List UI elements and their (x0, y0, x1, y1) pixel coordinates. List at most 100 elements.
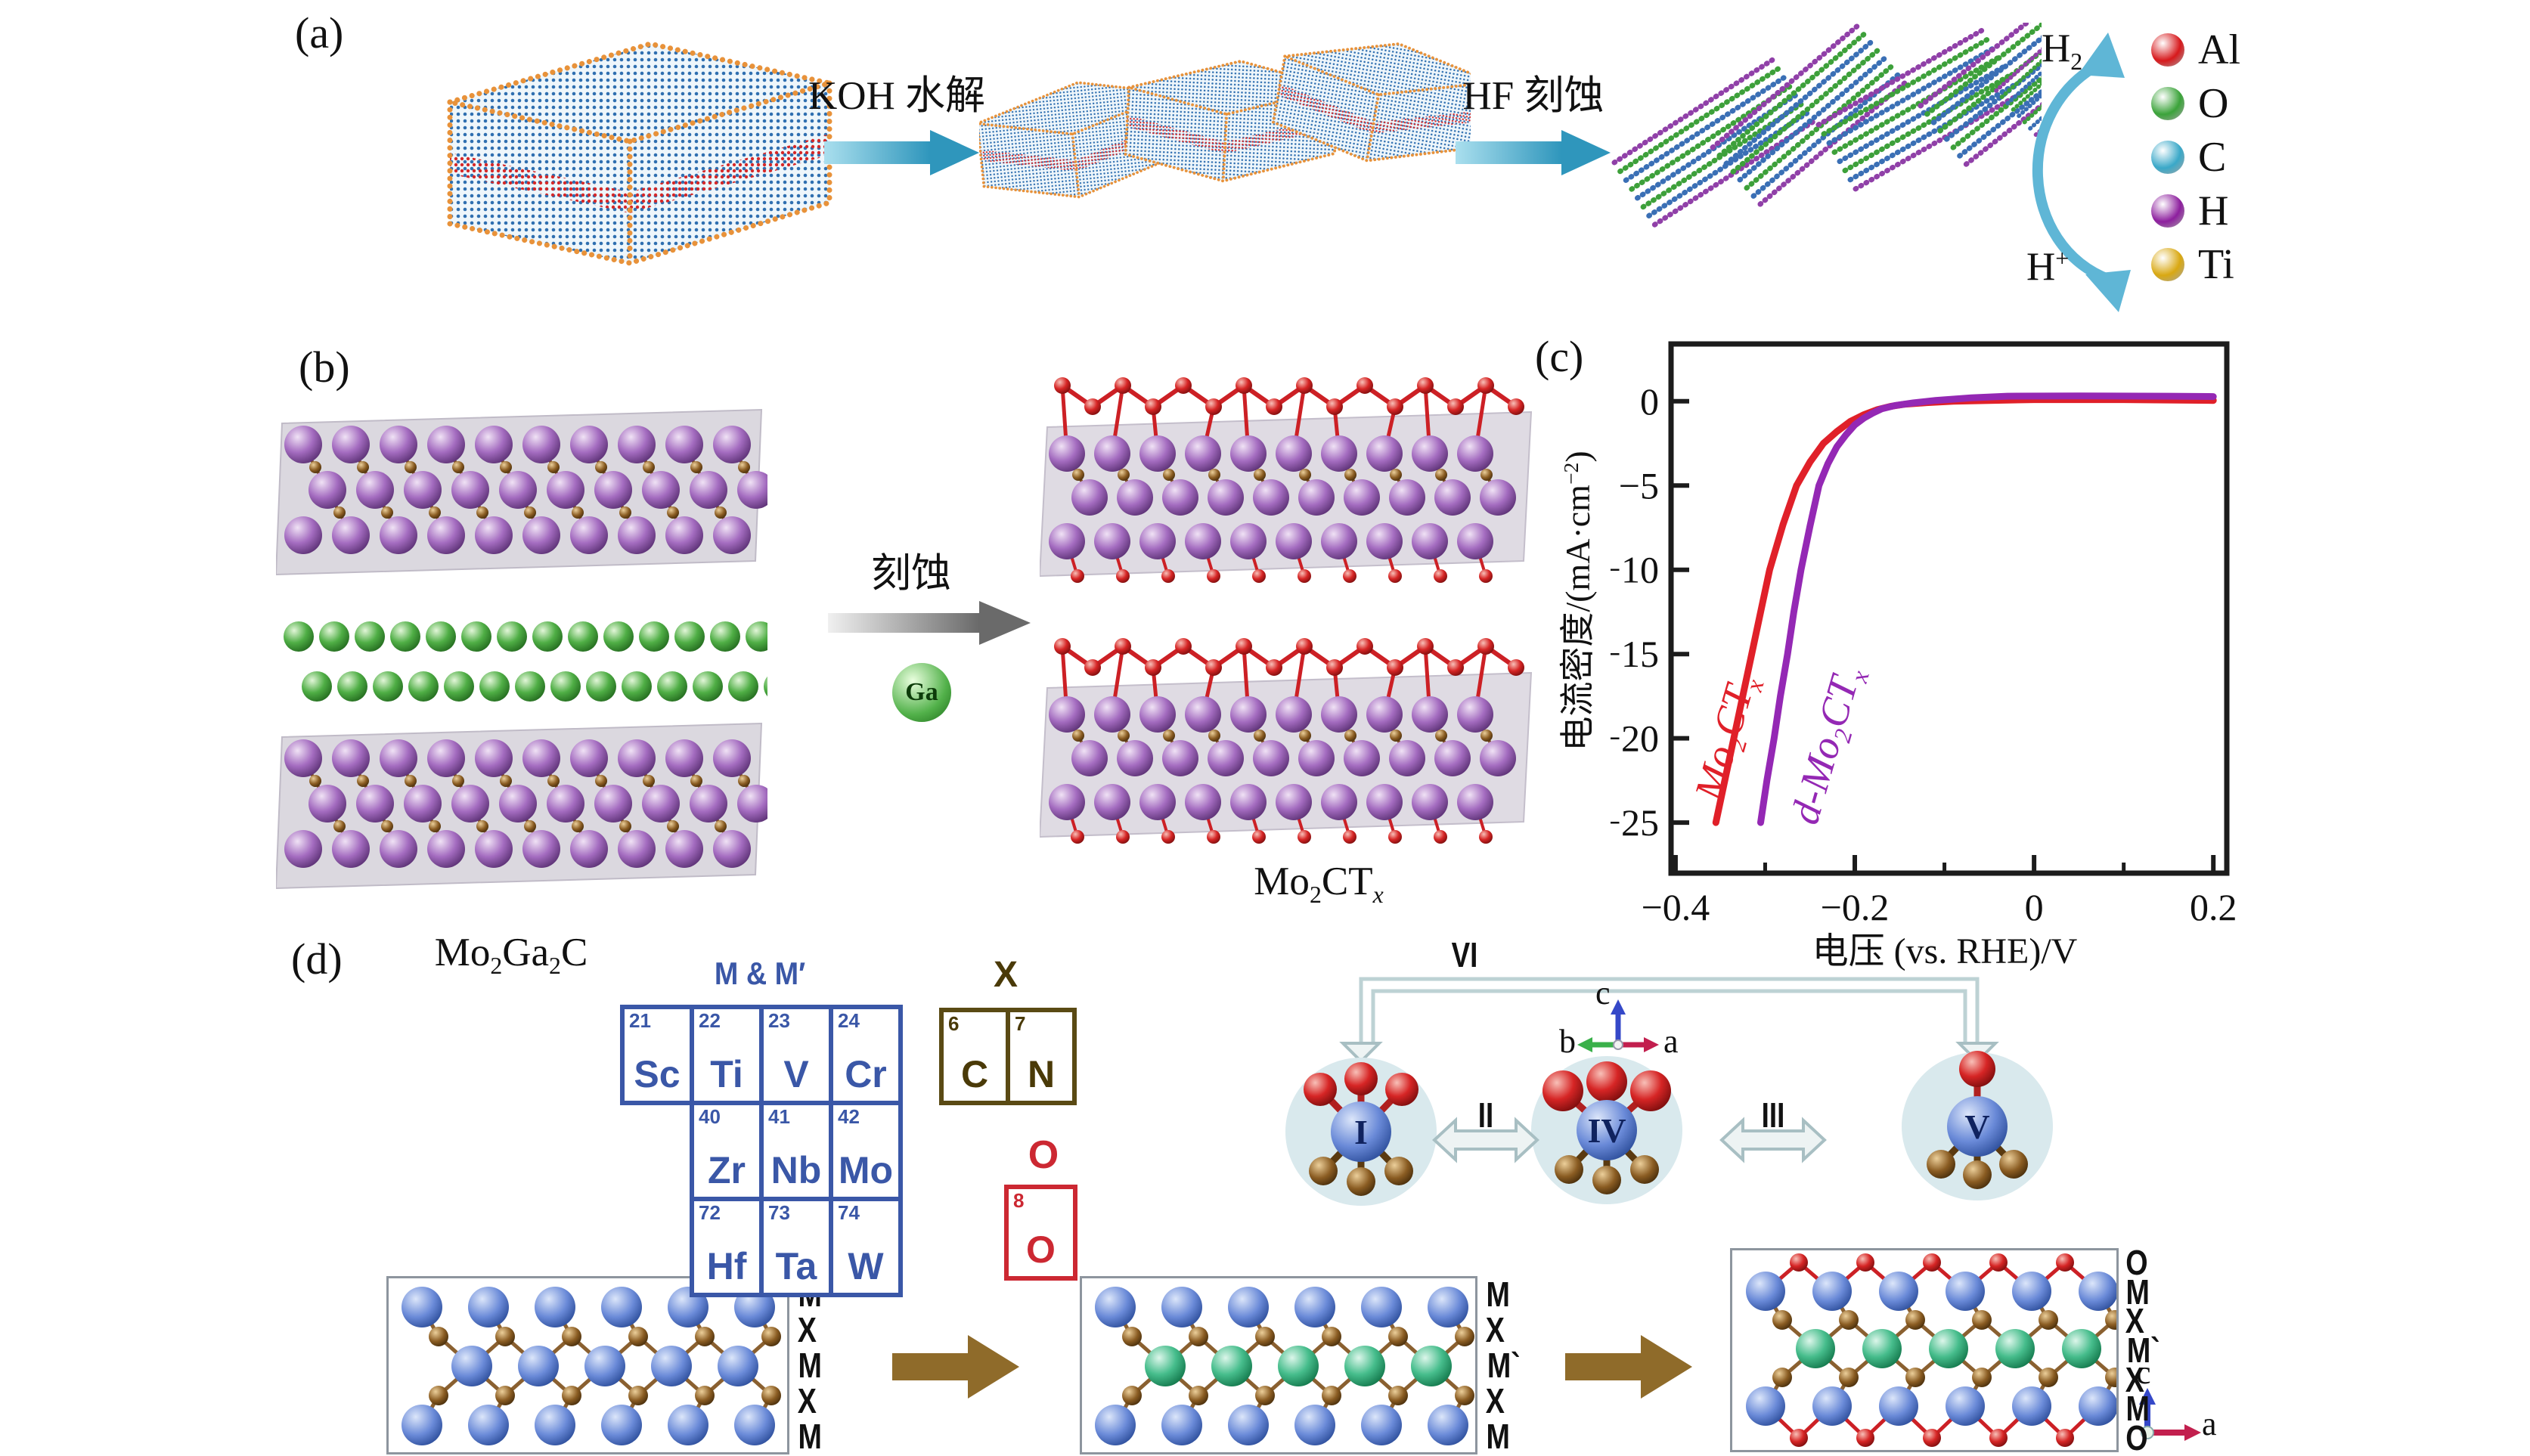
stack-arrow-1-icon (892, 1335, 1019, 1399)
element-symbol: Ti (710, 1053, 743, 1095)
transition-iii-label: III (1761, 1095, 1785, 1135)
x-axis-title: 电压 (vs. RHE)/V (1812, 931, 2078, 971)
panel-b-label: (b) (299, 342, 350, 392)
transition-vi-label: VI (1451, 935, 1478, 974)
x-tick-label: 0 (2025, 886, 2044, 928)
legend-dot-Al (2151, 33, 2184, 67)
stack-mxm-structure (402, 1287, 781, 1445)
element-cell-Ti: 22 Ti (690, 1005, 764, 1105)
legend-dot-H (2151, 194, 2184, 228)
reactant-p2: Ga (502, 931, 550, 974)
h-plus-base: H (2026, 245, 2056, 289)
y-tick-label: −20 (1611, 717, 1659, 760)
element-number: 24 (838, 1009, 860, 1032)
ca-axis-icon (2139, 1388, 2201, 1441)
hf-step-label: HF 刻蚀 (1462, 74, 1605, 118)
element-cell-W: 74 W (829, 1197, 903, 1297)
h-plus-label: H+ (2026, 244, 2069, 290)
stack1-label-3: X (797, 1381, 817, 1420)
x-elements-header: X (993, 955, 1018, 995)
hydrolyzed-block-illustration (979, 26, 1471, 209)
element-symbol: W (848, 1245, 884, 1287)
product-p1: Mo (1254, 860, 1310, 903)
product-s2: x (1372, 881, 1384, 909)
stack-omxmpxmo-box (1730, 1248, 2125, 1452)
svg-text:IV: IV (1587, 1111, 1626, 1150)
element-number: 23 (768, 1009, 790, 1032)
legend-item-Ti: Ti (2151, 240, 2234, 289)
element-symbol: Hf (706, 1245, 747, 1287)
legend-dot-O (2151, 87, 2184, 120)
transition-ii-label: II (1477, 1095, 1494, 1135)
stack3-label-2: X (2125, 1301, 2144, 1340)
stack1-label-1: X (797, 1310, 817, 1349)
legend-label-H: H (2198, 187, 2229, 234)
y-axis-title-sup: −2 (1558, 462, 1583, 485)
element-number: 21 (629, 1009, 651, 1032)
bca-axis-b-label: b (1559, 1023, 1576, 1060)
element-number: 8 (1013, 1189, 1025, 1212)
element-number: 72 (699, 1201, 721, 1224)
element-number: 41 (768, 1105, 790, 1128)
x-tick-label: −0.4 (1642, 886, 1710, 928)
product-s1: 2 (1309, 881, 1322, 909)
element-number: 42 (838, 1105, 860, 1128)
koh-arrow-icon (824, 130, 979, 175)
element-symbol: Sc (634, 1053, 681, 1095)
bca-axis-icon (1577, 999, 1659, 1052)
stack2-label-1: X (1485, 1310, 1505, 1349)
stack2-label-3: X (1485, 1381, 1505, 1420)
series-curve-Mo2CTx (1712, 396, 2217, 826)
y-tick-label: −10 (1611, 549, 1659, 591)
element-cell-V: 23 V (759, 1005, 833, 1105)
panel-c-label: (c) (1535, 332, 1584, 381)
element-symbol: Zr (708, 1149, 746, 1191)
bca-axis-a-label: a (1663, 1023, 1679, 1060)
stack1-label-4: M (798, 1417, 822, 1456)
element-cell-Sc: 21 Sc (620, 1005, 694, 1105)
ca-axis-a-label: a (2202, 1405, 2217, 1442)
element-symbol: C (960, 1053, 989, 1095)
y-tick-label: −15 (1611, 633, 1659, 675)
stack1-label-2: M (798, 1346, 822, 1385)
legend-label-Ti: Ti (2198, 241, 2234, 288)
legend-item-Al: Al (2151, 26, 2240, 74)
y-tick-label: 0 (1640, 380, 1659, 423)
element-cell-Nb: 41 Nb (759, 1101, 833, 1201)
element-number: 73 (768, 1201, 790, 1224)
h-cycle-arrow-icon (2032, 33, 2131, 312)
y-axis-title-pre: 电流密度/(mA·cm (1558, 485, 1597, 751)
reactant-s2: 2 (549, 953, 561, 980)
bca-axis-c-label: c (1595, 974, 1611, 1011)
product-p2: CT (1321, 860, 1373, 903)
svg-text:I: I (1354, 1113, 1368, 1151)
mo2ctx-structure (1040, 377, 1533, 844)
koh-step-label: KOH 水解 (808, 74, 986, 118)
element-symbol: O (1026, 1228, 1056, 1271)
chart-frame (1668, 341, 2230, 876)
stack2-label-2: M` (1487, 1346, 1521, 1385)
transition-vi-bracket-icon (1339, 977, 1999, 1064)
legend-label-O: O (2198, 80, 2229, 127)
series-curve-d-Mo2CTx (1757, 392, 2217, 826)
m-elements-header: M & M′ (714, 956, 806, 991)
stack3-label-4: X (2125, 1360, 2144, 1399)
h2-base: H (2042, 26, 2071, 70)
legend-label-Al: Al (2198, 26, 2240, 73)
element-symbol: Nb (770, 1149, 822, 1191)
h-plus-sup: + (2055, 245, 2070, 272)
stack3-label-1: M (2125, 1272, 2150, 1312)
legend-dot-Ti (2151, 248, 2184, 281)
element-symbol: N (1027, 1053, 1056, 1095)
element-cell-Ta: 73 Ta (759, 1197, 833, 1297)
stack2-label-0: M (1486, 1275, 1510, 1314)
reactant-s1: 2 (490, 953, 503, 980)
y-tick-label: −25 (1611, 801, 1659, 844)
element-symbol: Cr (845, 1053, 887, 1095)
svg-text:V: V (1964, 1107, 1989, 1146)
o-element-header: O (1028, 1133, 1059, 1177)
exfoliated-flakes-illustration (1603, 23, 2042, 310)
panel-d-label: (d) (291, 934, 343, 984)
element-symbol: Ta (775, 1245, 817, 1287)
